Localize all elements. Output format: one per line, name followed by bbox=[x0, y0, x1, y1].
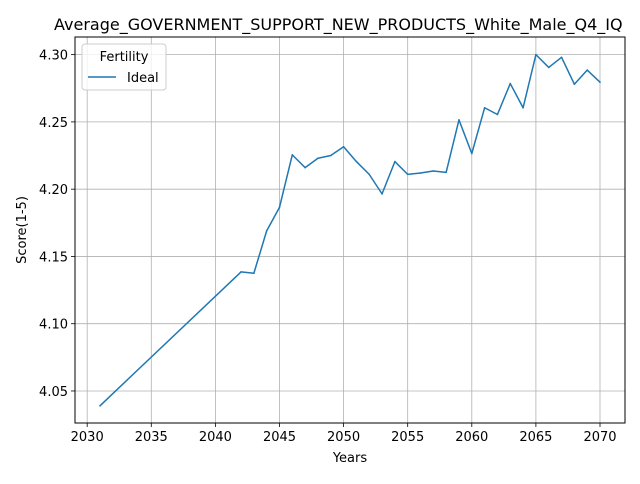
data-point bbox=[458, 119, 460, 121]
data-point bbox=[445, 172, 447, 174]
y-tick-label: 4.30 bbox=[39, 49, 68, 64]
y-tick-label: 4.10 bbox=[39, 318, 68, 333]
x-tick-label: 2030 bbox=[71, 430, 104, 445]
y-tick-label: 4.25 bbox=[39, 116, 68, 131]
data-point bbox=[548, 67, 550, 69]
x-tick-label: 2070 bbox=[583, 430, 616, 445]
legend: Fertility Ideal bbox=[82, 44, 166, 90]
data-point bbox=[266, 230, 268, 232]
x-tick-label: 2060 bbox=[455, 430, 488, 445]
chart-title: Average_GOVERNMENT_SUPPORT_NEW_PRODUCTS_… bbox=[54, 15, 623, 35]
x-tick-label: 2040 bbox=[199, 430, 232, 445]
data-point bbox=[356, 161, 358, 163]
data-point bbox=[535, 54, 537, 56]
data-point bbox=[330, 155, 332, 157]
x-tick-label: 2065 bbox=[519, 430, 552, 445]
data-point bbox=[433, 170, 435, 172]
data-point bbox=[317, 157, 319, 159]
data-point bbox=[394, 161, 396, 163]
data-point bbox=[599, 81, 601, 83]
data-point bbox=[240, 271, 242, 273]
data-point bbox=[292, 154, 294, 156]
data-point bbox=[368, 174, 370, 176]
data-point bbox=[574, 83, 576, 85]
data-point bbox=[304, 167, 306, 169]
x-axis-label: Years bbox=[332, 451, 368, 466]
x-tick-label: 2045 bbox=[263, 430, 296, 445]
data-point bbox=[484, 107, 486, 109]
data-point bbox=[420, 172, 422, 174]
data-point bbox=[497, 114, 499, 116]
data-point bbox=[471, 153, 473, 155]
y-tick-label: 4.20 bbox=[39, 183, 68, 198]
y-tick-label: 4.05 bbox=[39, 385, 68, 400]
y-tick-label: 4.15 bbox=[39, 250, 68, 265]
data-point bbox=[586, 69, 588, 71]
data-point bbox=[343, 146, 345, 148]
legend-title: Fertility bbox=[100, 50, 149, 65]
data-point bbox=[561, 57, 563, 59]
series-line-ideal bbox=[100, 55, 600, 406]
data-point bbox=[522, 107, 524, 109]
data-point bbox=[509, 83, 511, 85]
axis-ticks: 2030 2035 2040 2045 2050 2055 2060 2065 2070 4.05… bbox=[39, 49, 617, 445]
data-point bbox=[99, 405, 101, 407]
x-tick-label: 2050 bbox=[327, 430, 360, 445]
plot-area bbox=[99, 54, 601, 407]
data-point bbox=[253, 272, 255, 274]
x-tick-label: 2035 bbox=[135, 430, 168, 445]
data-point bbox=[381, 193, 383, 195]
plot-frame bbox=[75, 37, 625, 423]
grid bbox=[75, 37, 625, 423]
x-tick-label: 2055 bbox=[391, 430, 424, 445]
data-point bbox=[279, 207, 281, 209]
y-axis-label: Score(1-5) bbox=[15, 196, 30, 264]
legend-label-ideal: Ideal bbox=[127, 71, 159, 86]
data-point bbox=[407, 174, 409, 176]
